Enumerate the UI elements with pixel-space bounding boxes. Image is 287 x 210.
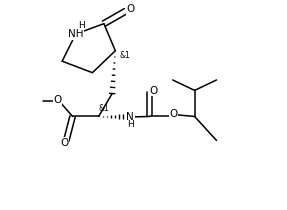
Text: O: O bbox=[53, 95, 61, 105]
Text: &1: &1 bbox=[120, 51, 131, 60]
Text: O: O bbox=[150, 86, 158, 96]
Text: O: O bbox=[60, 138, 68, 148]
Text: O: O bbox=[170, 109, 178, 119]
Text: NH: NH bbox=[68, 29, 84, 39]
Text: H: H bbox=[78, 21, 85, 30]
Text: O: O bbox=[126, 4, 135, 14]
Text: N: N bbox=[127, 112, 134, 122]
Text: H: H bbox=[127, 120, 134, 129]
Text: &1: &1 bbox=[98, 104, 109, 113]
